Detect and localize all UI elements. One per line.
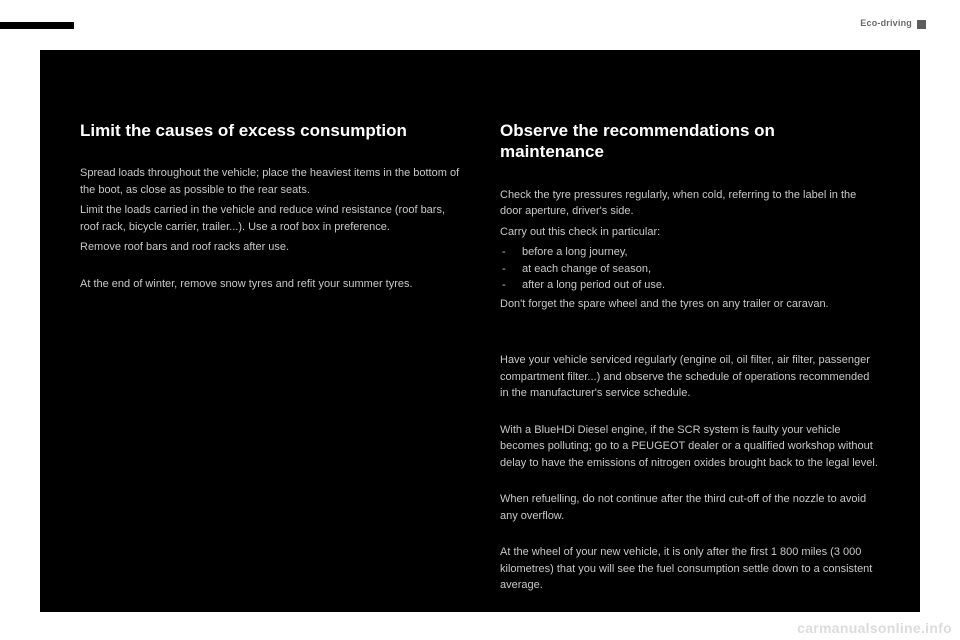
watermark-text: carmanualsonline.info — [797, 620, 952, 636]
right-bullet-list: before a long journey, at each change of… — [500, 244, 880, 294]
right-para-1: Check the tyre pressures regularly, when… — [500, 187, 880, 220]
right-para-6: When refuelling, do not continue after t… — [500, 491, 880, 524]
left-column: Limit the causes of excess consumption S… — [80, 120, 460, 572]
header-accent-bar — [0, 22, 74, 29]
right-title: Observe the recommendations on maintenan… — [500, 120, 880, 163]
right-para-5: With a BlueHDi Diesel engine, if the SCR… — [500, 422, 880, 472]
list-item: before a long journey, — [500, 244, 880, 261]
header-square-marker — [917, 20, 926, 29]
page-root: Eco-driving Limit the causes of excess c… — [0, 0, 960, 640]
right-para-4: Have your vehicle serviced regularly (en… — [500, 352, 880, 402]
left-title: Limit the causes of excess consumption — [80, 120, 460, 141]
right-para-3: Don't forget the spare wheel and the tyr… — [500, 296, 880, 313]
section-label: Eco-driving — [860, 18, 912, 28]
left-para-1: Spread loads throughout the vehicle; pla… — [80, 165, 460, 198]
content-panel: Limit the causes of excess consumption S… — [40, 50, 920, 612]
right-para-7: At the wheel of your new vehicle, it is … — [500, 544, 880, 594]
left-para-3: Remove roof bars and roof racks after us… — [80, 239, 460, 256]
left-para-2: Limit the loads carried in the vehicle a… — [80, 202, 460, 235]
list-item: at each change of season, — [500, 261, 880, 278]
right-para-2: Carry out this check in particular: — [500, 224, 880, 241]
left-para-4: At the end of winter, remove snow tyres … — [80, 276, 460, 293]
list-item: after a long period out of use. — [500, 277, 880, 294]
right-column: Observe the recommendations on maintenan… — [500, 120, 880, 572]
